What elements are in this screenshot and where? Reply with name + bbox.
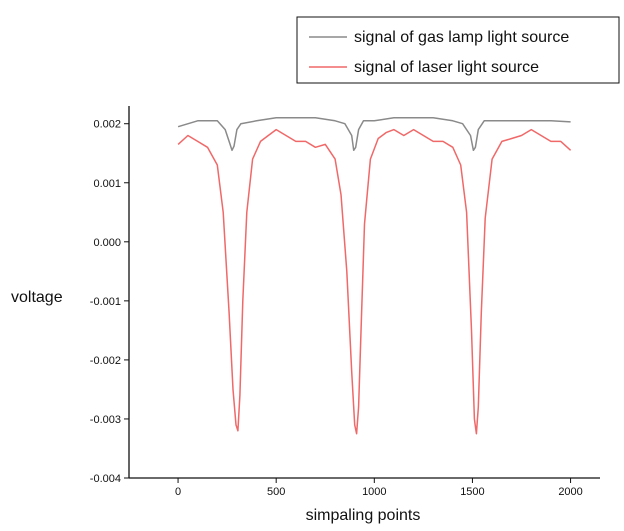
axes: [128, 106, 600, 479]
y-tick-label: 0.000: [93, 237, 121, 249]
x-tick-label: 1000: [362, 486, 386, 498]
y-tick-label: 0.002: [93, 119, 121, 131]
series-layer: [177, 117, 572, 435]
y-tick-label: 0.001: [93, 178, 121, 190]
x-tick-label: 1500: [460, 486, 484, 498]
x-ticks: 0 500 1000 1500 2000: [175, 478, 583, 498]
series-line-gas-lamp: [177, 117, 571, 152]
x-tick-label: 500: [267, 486, 285, 498]
legend-label-gas-lamp: signal of gas lamp light source: [354, 29, 569, 46]
legend: signal of gas lamp light source signal o…: [296, 16, 620, 84]
series-line-laser: [177, 128, 572, 435]
y-tick-label: -0.004: [90, 473, 121, 485]
x-axis-title: simpaling points: [306, 507, 421, 524]
legend-label-laser: signal of laser light source: [354, 59, 539, 76]
legend-box: [296, 16, 620, 84]
y-tick-label: -0.001: [90, 296, 121, 308]
y-axis-title: voltage: [11, 289, 63, 306]
x-tick-label: 0: [175, 486, 181, 498]
y-ticks: 0.002 0.001 0.000 -0.001 -0.002 -0.003 -0.004: [90, 119, 129, 485]
x-tick-label: 2000: [558, 486, 582, 498]
y-tick-label: -0.002: [90, 355, 121, 367]
y-tick-label: -0.003: [90, 414, 121, 426]
